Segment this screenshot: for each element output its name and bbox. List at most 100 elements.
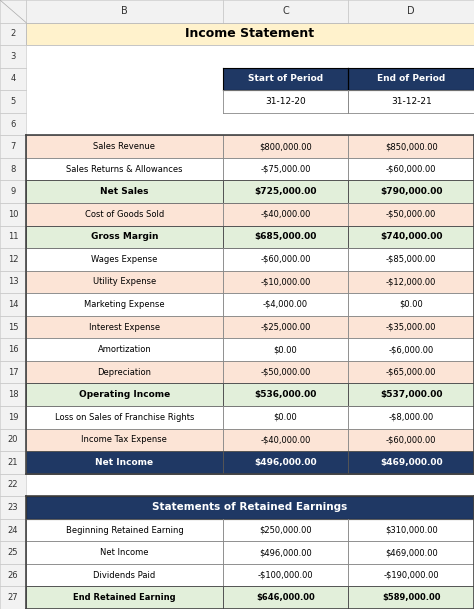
Bar (26, 586, 223, 609)
Bar (0, 339, 26, 361)
Text: 31-12-20: 31-12-20 (265, 97, 306, 106)
Text: -$40,000.00: -$40,000.00 (260, 209, 311, 219)
Text: $800,000.00: $800,000.00 (259, 142, 312, 151)
Bar (223, 203, 348, 225)
Text: -$60,000.00: -$60,000.00 (260, 255, 311, 264)
Text: $496,000.00: $496,000.00 (254, 458, 317, 467)
Bar (26, 474, 474, 496)
Bar (0, 541, 26, 564)
Bar (223, 293, 348, 316)
Text: -$75,000.00: -$75,000.00 (260, 164, 311, 174)
Text: 3: 3 (10, 52, 16, 61)
Bar (26, 135, 223, 158)
Text: -$190,000.00: -$190,000.00 (383, 571, 439, 580)
Bar (223, 180, 348, 203)
Bar (223, 270, 348, 293)
Bar (26, 225, 223, 248)
Text: $850,000.00: $850,000.00 (385, 142, 438, 151)
Text: -$8,000.00: -$8,000.00 (389, 413, 434, 422)
Bar (0, 113, 26, 135)
Text: 10: 10 (8, 209, 18, 219)
Text: $469,000.00: $469,000.00 (380, 458, 443, 467)
Text: 19: 19 (8, 413, 18, 422)
Text: -$60,000.00: -$60,000.00 (386, 164, 437, 174)
Text: Net Income: Net Income (100, 548, 149, 557)
Text: Sales Returns & Allowances: Sales Returns & Allowances (66, 164, 182, 174)
Bar (223, 339, 348, 361)
Text: -$35,000.00: -$35,000.00 (386, 323, 437, 331)
Bar (26, 564, 223, 586)
Text: $469,000.00: $469,000.00 (385, 548, 438, 557)
Text: 7: 7 (10, 142, 16, 151)
Text: 5: 5 (10, 97, 16, 106)
Bar (223, 586, 348, 609)
Text: Cost of Goods Sold: Cost of Goods Sold (85, 209, 164, 219)
Bar (0, 293, 26, 316)
Bar (26, 203, 223, 225)
Text: Start of Period: Start of Period (248, 74, 323, 83)
Bar (0, 45, 26, 68)
Text: 20: 20 (8, 435, 18, 445)
Text: 11: 11 (8, 232, 18, 241)
Bar (223, 158, 348, 180)
Bar (348, 135, 474, 158)
Text: Income Tax Expense: Income Tax Expense (82, 435, 167, 445)
Bar (26, 90, 223, 113)
Text: Statements of Retained Earnings: Statements of Retained Earnings (153, 502, 347, 513)
Bar (26, 68, 223, 90)
Text: End Retained Earning: End Retained Earning (73, 593, 176, 602)
Text: 18: 18 (8, 390, 18, 400)
Bar (26, 384, 223, 406)
Bar (348, 451, 474, 474)
Text: 8: 8 (10, 164, 16, 174)
Text: $790,000.00: $790,000.00 (380, 187, 442, 196)
Bar (0, 496, 26, 519)
Bar (26, 361, 223, 384)
Text: $310,000.00: $310,000.00 (385, 526, 438, 535)
Bar (223, 135, 348, 158)
Bar (26, 270, 223, 293)
Bar (348, 586, 474, 609)
Bar (348, 541, 474, 564)
Text: Net Sales: Net Sales (100, 187, 149, 196)
Bar (348, 68, 474, 90)
Bar (26, 113, 474, 135)
Text: -$50,000.00: -$50,000.00 (386, 209, 437, 219)
Bar (0, 270, 26, 293)
Text: $536,000.00: $536,000.00 (255, 390, 317, 400)
Bar (223, 0, 348, 23)
Text: Net Income: Net Income (95, 458, 154, 467)
Text: 31-12-21: 31-12-21 (391, 97, 431, 106)
Text: -$6,000.00: -$6,000.00 (389, 345, 434, 354)
Text: -$65,000.00: -$65,000.00 (386, 368, 437, 377)
Bar (223, 90, 348, 113)
Bar (348, 158, 474, 180)
Text: -$100,000.00: -$100,000.00 (258, 571, 313, 580)
Bar (26, 45, 474, 68)
Text: 16: 16 (8, 345, 18, 354)
Bar (26, 339, 223, 361)
Bar (0, 180, 26, 203)
Text: Amortization: Amortization (98, 345, 151, 354)
Text: Loss on Sales of Franchise Rights: Loss on Sales of Franchise Rights (55, 413, 194, 422)
Text: $496,000.00: $496,000.00 (259, 548, 312, 557)
Bar (26, 23, 474, 45)
Bar (0, 158, 26, 180)
Text: $589,000.00: $589,000.00 (382, 593, 440, 602)
Text: 4: 4 (10, 74, 16, 83)
Bar (348, 90, 474, 113)
Text: 26: 26 (8, 571, 18, 580)
Bar (0, 384, 26, 406)
Text: -$10,000.00: -$10,000.00 (260, 278, 311, 286)
Bar (26, 158, 223, 180)
Text: -$60,000.00: -$60,000.00 (386, 435, 437, 445)
Bar (223, 564, 348, 586)
Bar (348, 384, 474, 406)
Text: $685,000.00: $685,000.00 (255, 232, 317, 241)
Bar (26, 519, 223, 541)
Bar (26, 293, 223, 316)
Text: -$40,000.00: -$40,000.00 (260, 435, 311, 445)
Bar (348, 203, 474, 225)
Bar (348, 316, 474, 339)
Text: $646,000.00: $646,000.00 (256, 593, 315, 602)
